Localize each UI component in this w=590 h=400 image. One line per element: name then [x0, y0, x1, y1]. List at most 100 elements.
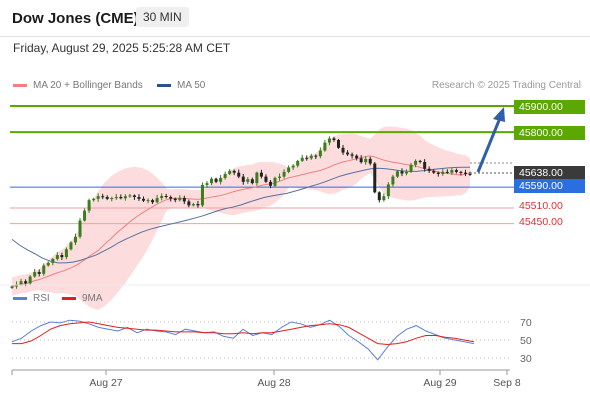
candle-body — [259, 172, 263, 177]
candle-body — [268, 181, 272, 186]
forecast-arrow — [476, 117, 502, 173]
candle-body — [83, 210, 87, 221]
candle-body — [418, 160, 422, 162]
candle-body — [55, 255, 59, 259]
ma50-line — [11, 166, 470, 264]
legend-rsi: RSI — [13, 293, 50, 304]
ma50-swatch — [157, 84, 171, 87]
candle-body — [210, 178, 214, 184]
candle-body — [414, 160, 418, 165]
candle-body — [146, 200, 150, 202]
candle-body — [296, 160, 300, 166]
candles-group — [10, 136, 472, 290]
candle-body — [237, 172, 241, 177]
candle-body — [200, 184, 204, 206]
candle-body — [459, 171, 463, 173]
label-45900: 45900.00 — [514, 100, 585, 114]
candle-body — [441, 171, 445, 174]
candle-body — [60, 255, 64, 258]
timeframe-badge[interactable]: 30 MIN — [136, 7, 189, 27]
candle-body — [155, 198, 159, 203]
candle-body — [395, 171, 399, 177]
candle-body — [182, 198, 186, 202]
candle-body — [282, 171, 286, 177]
x-axis: Aug 27 Aug 28 Aug 29 Sep 8 — [11, 370, 521, 389]
candle-body — [19, 281, 23, 285]
candle-body — [196, 204, 200, 206]
candle-body — [405, 171, 409, 174]
rsi-tick-label: 70 — [520, 317, 532, 329]
candle-body — [314, 155, 318, 157]
candle-body — [78, 220, 82, 237]
candle-body — [24, 281, 28, 284]
ma20-swatch — [13, 84, 27, 87]
candle-body — [318, 150, 322, 157]
candle-body — [250, 179, 254, 184]
ma9-swatch — [62, 297, 76, 300]
candle-body — [450, 170, 454, 173]
candle-body — [291, 165, 295, 168]
candle-body — [205, 183, 209, 185]
candle-body — [105, 197, 109, 199]
candle-body — [178, 198, 182, 201]
rsi-grid: 70 50 30 — [12, 317, 532, 365]
candle-body — [51, 258, 55, 263]
candle-body — [305, 157, 309, 159]
header-bar: Dow Jones (CME) 30 MIN — [0, 0, 590, 36]
candle-body — [87, 200, 91, 211]
candle-body — [164, 195, 168, 198]
candle-body — [187, 201, 191, 206]
candle-body — [463, 172, 467, 174]
header-divider — [0, 36, 590, 37]
ma50-label: MA 50 — [177, 80, 206, 91]
candle-body — [359, 158, 363, 163]
candle-body — [246, 179, 250, 182]
candle-body — [427, 168, 431, 171]
candle-body — [445, 171, 449, 173]
bollinger-band — [12, 126, 470, 310]
ma9-label: 9MA — [82, 293, 103, 304]
candle-body — [73, 236, 77, 243]
candle-body — [119, 197, 123, 199]
candle-body — [123, 196, 127, 199]
x-tick-label: Aug 27 — [89, 377, 122, 389]
legend-ma9: 9MA — [62, 293, 103, 304]
candle-body — [468, 173, 472, 175]
candle-body — [160, 195, 164, 199]
candle-body — [300, 157, 304, 161]
label-45800: 45800.00 — [514, 126, 585, 140]
legend-ma20: MA 20 + Bollinger Bands — [13, 80, 143, 91]
x-tick-label: Aug 29 — [423, 377, 456, 389]
legend-ma50: MA 50 — [157, 80, 205, 91]
candle-body — [96, 196, 100, 199]
candle-body — [341, 147, 345, 153]
candle-body — [223, 173, 227, 178]
candle-body — [46, 262, 50, 266]
candle-body — [219, 177, 223, 182]
candle-body — [92, 198, 96, 201]
x-tick-label: Aug 28 — [257, 377, 290, 389]
price-levels — [10, 105, 514, 225]
rsi-line — [11, 319, 475, 361]
candle-body — [436, 172, 440, 174]
instrument-title: Dow Jones (CME) — [12, 10, 139, 27]
candle-body — [10, 286, 14, 289]
candle-body — [33, 272, 37, 277]
candle-body — [382, 196, 386, 201]
candle-body — [454, 170, 458, 172]
candle-body — [101, 196, 105, 198]
candle-body — [309, 155, 313, 159]
candle-body — [255, 172, 259, 184]
ma20-line — [11, 155, 471, 287]
candle-body — [28, 276, 32, 284]
timestamp: Friday, August 29, 2025 5:25:28 AM CET — [13, 41, 231, 55]
candle-body — [37, 272, 41, 274]
rsi-tick-label: 30 — [520, 353, 532, 365]
candle-body — [173, 198, 177, 201]
candle-body — [232, 170, 236, 173]
candle-body — [377, 192, 381, 201]
candle-body — [169, 197, 173, 199]
label-45510: 45510.00 — [519, 200, 563, 212]
candle-body — [409, 164, 413, 172]
